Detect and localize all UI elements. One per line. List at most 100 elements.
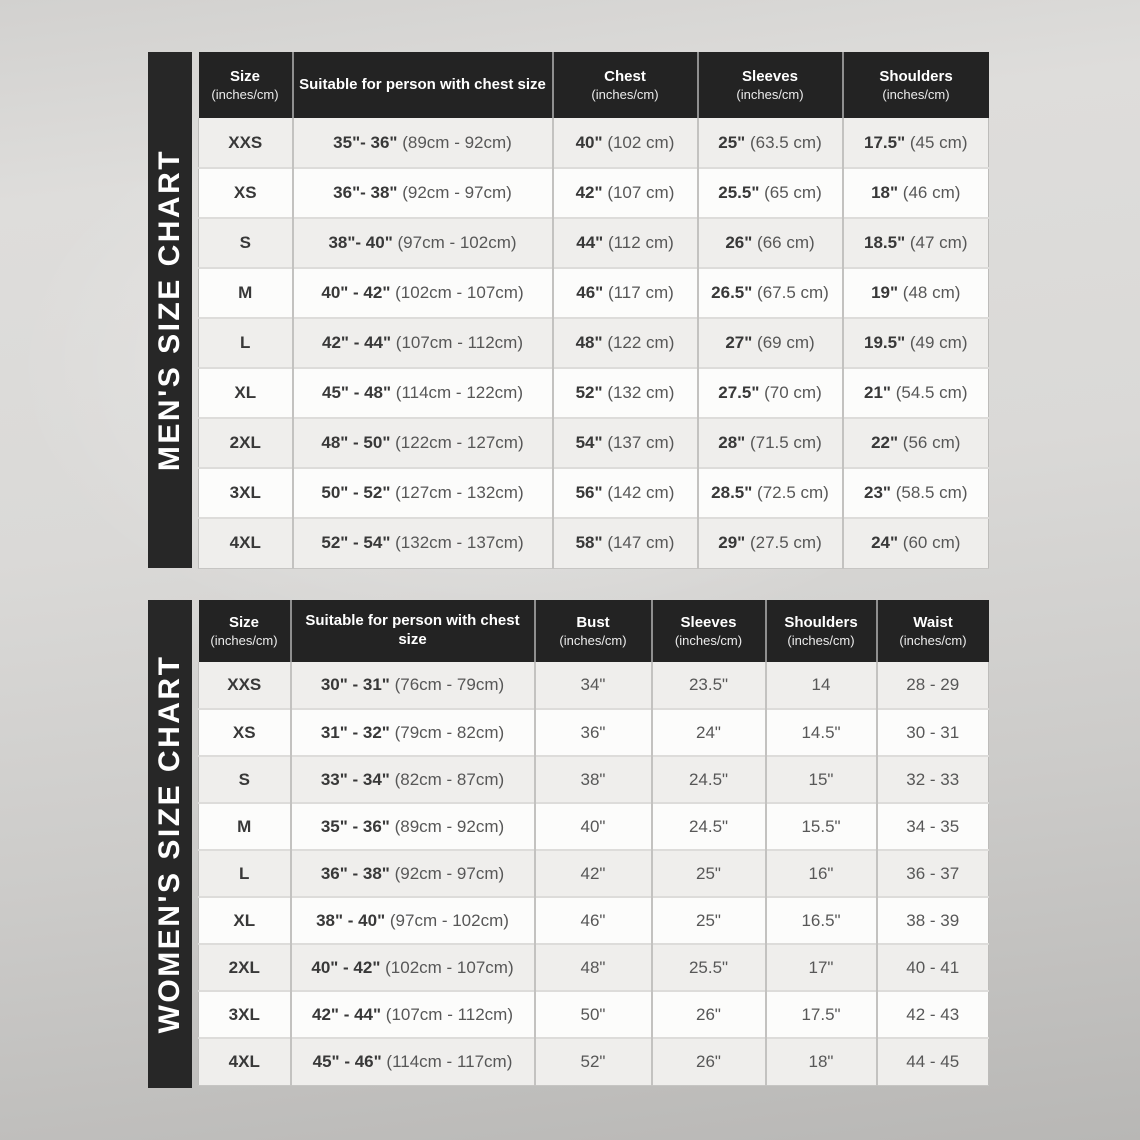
column-header-size: Size (inches/cm)	[198, 52, 293, 118]
table-cell: S	[198, 755, 291, 803]
table-cell: 36 - 37	[875, 849, 989, 897]
table-cell: 36"	[533, 708, 652, 756]
table-cell: 19" (48 cm)	[841, 267, 989, 318]
table-cell: S	[198, 217, 293, 268]
womens-size-chart-section: WOMEN'S SIZE CHART Size (inches/cm) Suitab…	[148, 600, 993, 1088]
table-cell: 32 - 33	[875, 755, 989, 803]
table-cell: XL	[198, 367, 293, 418]
table-row: S 38"- 40" (97cm - 102cm) 44" (112 cm) 26" …	[198, 217, 989, 268]
table-cell: 15"	[764, 755, 877, 803]
table-cell: XL	[198, 896, 291, 944]
table-row: XL 45" - 48" (114cm - 122cm) 52" (132 cm) 2…	[198, 367, 989, 418]
table-cell: 46" (117 cm)	[551, 267, 698, 318]
table-cell: 14	[764, 662, 877, 709]
table-cell: 16"	[764, 849, 877, 897]
table-cell: 22" (56 cm)	[841, 417, 989, 468]
table-row: 3XL 42" - 44" (107cm - 112cm) 50" 26" 17.5" 4…	[198, 990, 989, 1038]
table-cell: 33" - 34" (82cm - 87cm)	[289, 755, 535, 803]
table-cell: L	[198, 317, 293, 368]
table-cell: 35"- 36" (89cm - 92cm)	[291, 118, 553, 168]
table-cell: 48"	[533, 943, 652, 991]
table-cell: 18.5" (47 cm)	[841, 217, 989, 268]
table-cell: 24"	[650, 708, 766, 756]
table-cell: 24" (60 cm)	[841, 517, 989, 569]
table-cell: 21" (54.5 cm)	[841, 367, 989, 418]
table-cell: 23" (58.5 cm)	[841, 467, 989, 518]
table-row: 4XL 52" - 54" (132cm - 137cm) 58" (147 cm)…	[198, 517, 989, 569]
table-cell: 48" (122 cm)	[551, 317, 698, 368]
table-cell: 26.5" (67.5 cm)	[696, 267, 843, 318]
womens-chart-sidebar: WOMEN'S SIZE CHART	[148, 600, 192, 1088]
table-cell: 24.5"	[650, 802, 766, 850]
column-header-sleeves: Sleeves (inches/cm)	[650, 600, 766, 662]
table-cell: 52" - 54" (132cm - 137cm)	[291, 517, 553, 569]
table-cell: 50" - 52" (127cm - 132cm)	[291, 467, 553, 518]
table-cell: 30 - 31	[875, 708, 989, 756]
table-cell: L	[198, 849, 291, 897]
table-cell: 31" - 32" (79cm - 82cm)	[289, 708, 535, 756]
table-cell: 42"	[533, 849, 652, 897]
table-cell: 40 - 41	[875, 943, 989, 991]
table-row: 3XL 50" - 52" (127cm - 132cm) 56" (142 cm)…	[198, 467, 989, 518]
table-row: XS 31" - 32" (79cm - 82cm) 36" 24" 14.5" 30 -…	[198, 708, 989, 756]
table-cell: 40"	[533, 802, 652, 850]
table-cell: M	[198, 267, 293, 318]
table-cell: 54" (137 cm)	[551, 417, 698, 468]
table-cell: 42" - 44" (107cm - 112cm)	[291, 317, 553, 368]
column-header-shoulders: Shoulders (inches/cm)	[841, 52, 989, 118]
column-header-shoulders: Shoulders (inches/cm)	[764, 600, 877, 662]
table-cell: 40" - 42" (102cm - 107cm)	[291, 267, 553, 318]
table-cell: 4XL	[198, 1037, 291, 1086]
table-cell: 36"- 38" (92cm - 97cm)	[291, 167, 553, 218]
table-cell: 25"	[650, 849, 766, 897]
table-cell: 14.5"	[764, 708, 877, 756]
table-cell: 19.5" (49 cm)	[841, 317, 989, 368]
mens-chart-sidebar: MEN'S SIZE CHART	[148, 52, 192, 568]
table-cell: 26"	[650, 990, 766, 1038]
table-row: XL 38" - 40" (97cm - 102cm) 46" 25" 16.5" 38 …	[198, 896, 989, 944]
table-cell: 25.5"	[650, 943, 766, 991]
table-cell: 3XL	[198, 990, 291, 1038]
table-cell: 29" (27.5 cm)	[696, 517, 843, 569]
table-cell: 15.5"	[764, 802, 877, 850]
table-cell: 30" - 31" (76cm - 79cm)	[289, 662, 535, 709]
table-cell: 4XL	[198, 517, 293, 569]
table-row: M 40" - 42" (102cm - 107cm) 46" (117 cm) 26…	[198, 267, 989, 318]
table-row: XS 36"- 38" (92cm - 97cm) 42" (107 cm) 25.5…	[198, 167, 989, 218]
table-cell: 26"	[650, 1037, 766, 1086]
table-cell: 36" - 38" (92cm - 97cm)	[289, 849, 535, 897]
table-cell: 56" (142 cm)	[551, 467, 698, 518]
table-row: XXS 30" - 31" (76cm - 79cm) 34" 23.5" 14 28 -…	[198, 662, 989, 709]
table-cell: 48" - 50" (122cm - 127cm)	[291, 417, 553, 468]
table-cell: 2XL	[198, 943, 291, 991]
table-cell: 46"	[533, 896, 652, 944]
table-cell: XXS	[198, 118, 293, 168]
table-cell: 38"- 40" (97cm - 102cm)	[291, 217, 553, 268]
table-row: 4XL 45" - 46" (114cm - 117cm) 52" 26" 18" 44 …	[198, 1037, 989, 1086]
table-cell: 23.5"	[650, 662, 766, 709]
table-row: L 36" - 38" (92cm - 97cm) 42" 25" 16" 36 - 37	[198, 849, 989, 897]
mens-chart-title: MEN'S SIZE CHART	[153, 148, 186, 472]
table-cell: M	[198, 802, 291, 850]
womens-size-table: Size (inches/cm) Suitable for person with …	[198, 600, 989, 1086]
table-cell: 25.5" (65 cm)	[696, 167, 843, 218]
table-cell: 16.5"	[764, 896, 877, 944]
table-cell: 26" (66 cm)	[696, 217, 843, 268]
column-header-sleeves: Sleeves (inches/cm)	[696, 52, 843, 118]
table-cell: 40" (102 cm)	[551, 118, 698, 168]
table-cell: 38 - 39	[875, 896, 989, 944]
table-cell: 52" (132 cm)	[551, 367, 698, 418]
table-cell: XS	[198, 167, 293, 218]
column-header-chest: Chest (inches/cm)	[551, 52, 698, 118]
table-cell: 50"	[533, 990, 652, 1038]
table-cell: 18"	[764, 1037, 877, 1086]
table-cell: 17.5"	[764, 990, 877, 1038]
table-row: L 42" - 44" (107cm - 112cm) 48" (122 cm) 27…	[198, 317, 989, 368]
mens-size-table: Size (inches/cm) Suitable for person with …	[198, 52, 989, 569]
table-row: S 33" - 34" (82cm - 87cm) 38" 24.5" 15" 32 - …	[198, 755, 989, 803]
table-cell: XS	[198, 708, 291, 756]
table-cell: 40" - 42" (102cm - 107cm)	[289, 943, 535, 991]
table-cell: 28" (71.5 cm)	[696, 417, 843, 468]
table-cell: 25" (63.5 cm)	[696, 118, 843, 168]
